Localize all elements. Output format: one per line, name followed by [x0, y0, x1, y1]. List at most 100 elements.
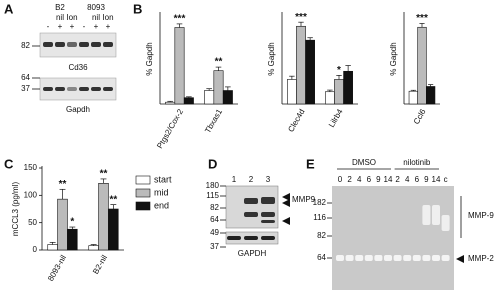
lane-label: 9 [376, 175, 381, 184]
panel-label: B [133, 1, 142, 16]
sign-label: + [94, 22, 99, 31]
band [244, 198, 258, 204]
y-tick-label: 50 [28, 218, 37, 227]
error-bar [176, 23, 183, 28]
band [67, 42, 77, 47]
band [79, 87, 89, 91]
bar [47, 244, 58, 251]
bar [334, 79, 344, 105]
band [91, 87, 101, 91]
significance: ** [215, 57, 223, 68]
x-tick-label: 8093-nil [46, 253, 68, 282]
bar [325, 91, 335, 105]
sign-label: + [106, 22, 111, 31]
lane-label: 0 [338, 175, 343, 184]
y-tick-label: 100 [24, 190, 38, 199]
size-marker: 116 [313, 213, 326, 222]
bar [287, 79, 297, 105]
protein-label: Gapdh [66, 105, 90, 114]
error-bar [410, 89, 416, 92]
error-bar [345, 65, 351, 72]
band [67, 87, 77, 91]
protein-label: Cd36 [68, 63, 88, 72]
band [261, 197, 275, 204]
panel-label: A [4, 1, 14, 16]
size-marker: 64 [21, 73, 30, 82]
significance: * [70, 217, 74, 228]
bar [174, 27, 185, 105]
treatment-label: Ion [66, 13, 77, 22]
band [355, 255, 364, 261]
size-marker: 37 [21, 84, 30, 93]
band [336, 255, 344, 261]
band [422, 255, 431, 261]
band [432, 255, 440, 261]
error-bar [90, 244, 97, 246]
bar [417, 26, 427, 105]
error-bar [167, 100, 173, 103]
lane-label: c [444, 175, 448, 184]
y-axis-label: % Gapdh [145, 42, 154, 75]
bar [213, 70, 224, 105]
y-axis-label: % Gapdh [389, 42, 398, 75]
lane-label: 14 [384, 175, 393, 184]
bar [98, 183, 109, 251]
panel-label: D [208, 156, 217, 171]
lane-label: 2 [347, 175, 352, 184]
error-bar [110, 204, 117, 209]
size-marker: 182 [313, 198, 327, 207]
sign-label: + [70, 22, 75, 31]
x-tick-label: Ptgs2/Cox-2 [155, 107, 185, 150]
error-bar [69, 226, 76, 230]
band [393, 255, 402, 261]
lane-label: 9 [424, 175, 429, 184]
band-label: MMP-2 [468, 254, 494, 263]
error-bar [428, 84, 434, 87]
significance: *** [295, 12, 307, 23]
size-marker: 37 [210, 242, 219, 251]
lane-label: 2 [395, 175, 400, 184]
band [244, 236, 258, 240]
legend-swatch [135, 201, 151, 211]
size-marker: 115 [206, 191, 219, 200]
x-tick-label: B2-nil [91, 253, 109, 275]
band [345, 255, 354, 261]
gel [332, 186, 454, 290]
band [384, 255, 392, 261]
bar [296, 25, 306, 105]
treatment-label: Ion [102, 13, 113, 22]
band [79, 42, 89, 47]
lane-label: 1 [232, 175, 237, 184]
group-label: nilotinib [403, 158, 431, 167]
lane-label: 4 [405, 175, 410, 184]
lane-label: 14 [432, 175, 441, 184]
bar [408, 90, 418, 105]
bar [67, 228, 78, 251]
band [55, 42, 65, 47]
band [103, 42, 113, 47]
significance: *** [416, 13, 428, 24]
y-axis-label: % Gapdh [267, 42, 276, 75]
y-tick-label: 150 [24, 163, 38, 172]
bar [426, 86, 436, 105]
error-bar [336, 75, 342, 80]
group-label: B2 [55, 3, 65, 12]
legend-label: start [154, 174, 172, 184]
lane-label: 3 [266, 175, 271, 184]
arrowhead [282, 199, 290, 207]
arrowhead [282, 217, 290, 225]
band [441, 255, 450, 261]
band [364, 255, 373, 261]
band [244, 212, 258, 217]
bar [165, 101, 176, 105]
band [432, 205, 440, 225]
legend-swatch [135, 175, 151, 185]
error-bar [100, 178, 107, 184]
size-marker: 82 [210, 203, 219, 212]
band [422, 205, 431, 225]
significance: ** [100, 169, 108, 180]
sign-label: - [83, 22, 86, 31]
panel-label: E [306, 156, 315, 171]
x-tick-label: Tbxas1 [203, 107, 224, 135]
size-marker: 82 [317, 231, 326, 240]
